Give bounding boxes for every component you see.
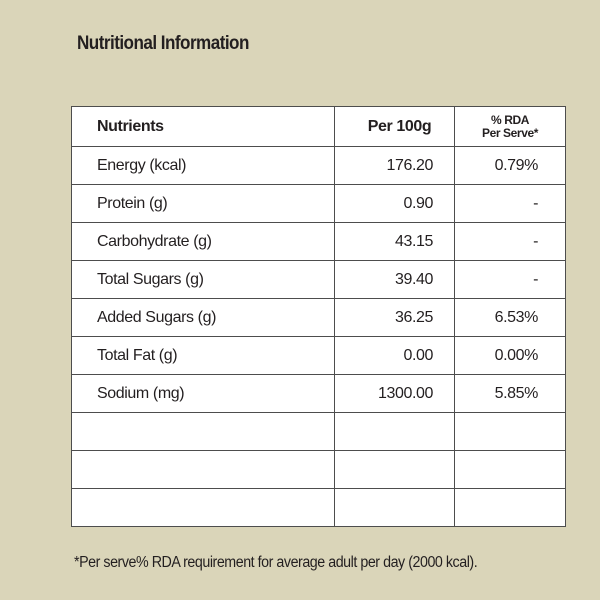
nutrient-per-100g: 43.15 xyxy=(334,222,455,261)
header-nutrients: Nutrients xyxy=(71,106,335,147)
table-row-empty xyxy=(71,412,566,451)
nutrient-rda: - xyxy=(454,260,566,299)
table-row: Carbohydrate (g) 43.15 - xyxy=(71,222,566,261)
nutrient-rda: 0.79% xyxy=(454,146,566,185)
nutrient-name: Protein (g) xyxy=(71,184,335,223)
table-row: Sodium (mg) 1300.00 5.85% xyxy=(71,374,566,413)
nutrition-table: Nutrients Per 100g % RDA Per Serve* Ener… xyxy=(71,106,566,527)
table-row: Protein (g) 0.90 - xyxy=(71,184,566,223)
nutrient-rda: - xyxy=(454,222,566,261)
nutrient-name: Total Fat (g) xyxy=(71,336,335,375)
nutrient-per-100g: 176.20 xyxy=(334,146,455,185)
nutrient-rda: 6.53% xyxy=(454,298,566,337)
header-per-100g: Per 100g xyxy=(334,106,455,147)
nutrient-name: Total Sugars (g) xyxy=(71,260,335,299)
nutrient-rda: 0.00% xyxy=(454,336,566,375)
empty-cell xyxy=(334,450,455,489)
empty-cell xyxy=(334,412,455,451)
empty-cell xyxy=(454,488,566,527)
header-rda: % RDA Per Serve* xyxy=(454,106,566,147)
nutrient-name: Sodium (mg) xyxy=(71,374,335,413)
footnote: *Per serve% RDA requirement for average … xyxy=(74,554,478,571)
header-rda-line1: % RDA xyxy=(490,112,529,127)
empty-cell xyxy=(334,488,455,527)
header-rda-line2: Per Serve* xyxy=(481,125,539,140)
table-header-row: Nutrients Per 100g % RDA Per Serve* xyxy=(71,106,566,147)
table-row: Total Sugars (g) 39.40 - xyxy=(71,260,566,299)
nutrient-rda: - xyxy=(454,184,566,223)
nutrient-per-100g: 36.25 xyxy=(334,298,455,337)
nutrient-name: Energy (kcal) xyxy=(71,146,335,185)
table-row-empty xyxy=(71,450,566,489)
nutrient-name: Added Sugars (g) xyxy=(71,298,335,337)
nutrient-per-100g: 39.40 xyxy=(334,260,455,299)
table-row: Total Fat (g) 0.00 0.00% xyxy=(71,336,566,375)
nutrient-per-100g: 1300.00 xyxy=(334,374,455,413)
nutrient-name: Carbohydrate (g) xyxy=(71,222,335,261)
empty-cell xyxy=(71,412,335,451)
nutrient-rda: 5.85% xyxy=(454,374,566,413)
table-row-empty xyxy=(71,488,566,527)
nutrient-per-100g: 0.90 xyxy=(334,184,455,223)
empty-cell xyxy=(71,488,335,527)
nutrient-per-100g: 0.00 xyxy=(334,336,455,375)
table-row: Energy (kcal) 176.20 0.79% xyxy=(71,146,566,185)
empty-cell xyxy=(454,450,566,489)
table-row: Added Sugars (g) 36.25 6.53% xyxy=(71,298,566,337)
empty-cell xyxy=(71,450,335,489)
page-title: Nutritional Information xyxy=(77,33,249,54)
empty-cell xyxy=(454,412,566,451)
